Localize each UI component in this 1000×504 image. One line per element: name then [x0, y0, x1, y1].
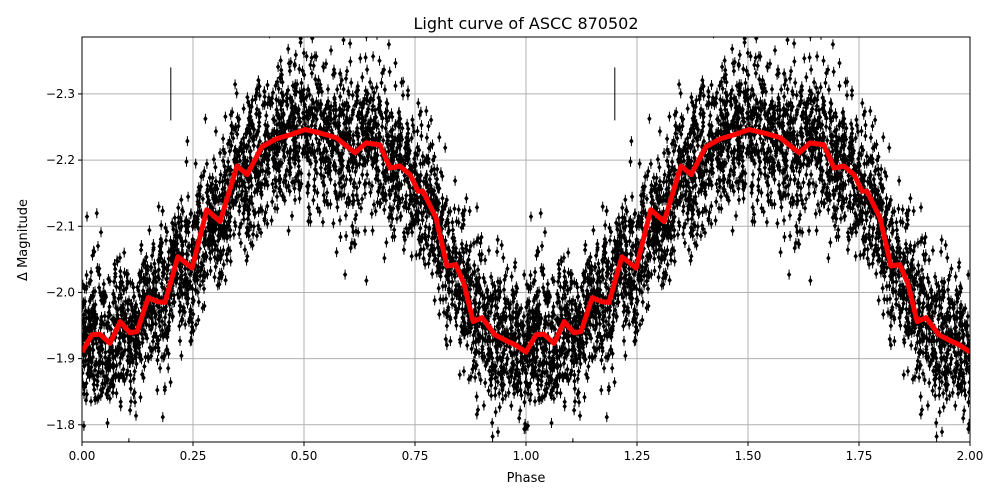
x-tick-label: 1.50 — [735, 449, 762, 463]
x-tick-label: 1.75 — [846, 449, 873, 463]
x-tick-label: 1.25 — [624, 449, 651, 463]
x-tick-label: 0.25 — [180, 449, 207, 463]
y-tick-label: −2.3 — [46, 87, 75, 101]
x-tick-label: 0.00 — [69, 449, 96, 463]
y-tick-label: −2.2 — [46, 153, 75, 167]
binned-curve-line — [82, 127, 970, 355]
x-tick-label: 0.50 — [291, 449, 318, 463]
binned-curve — [82, 127, 970, 355]
y-tick-label: −2.1 — [46, 219, 75, 233]
y-axis-label: Δ Magnitude — [16, 199, 31, 281]
axis-ticks: 0.00 0.25 0.50 0.75 1.00 1.25 1.50 1.75 2.00 −2.3… — [46, 87, 984, 463]
y-tick-label: −2.0 — [46, 285, 75, 299]
x-tick-label: 2.00 — [957, 449, 984, 463]
y-tick-label: −1.9 — [46, 352, 75, 366]
chart-title: Light curve of ASCC 870502 — [413, 14, 638, 33]
y-tick-label: −1.8 — [46, 418, 75, 432]
x-tick-label: 1.00 — [513, 449, 540, 463]
x-axis-label: Phase — [507, 471, 546, 486]
data-point-markers — [82, 37, 970, 442]
x-tick-label: 0.75 — [402, 449, 429, 463]
